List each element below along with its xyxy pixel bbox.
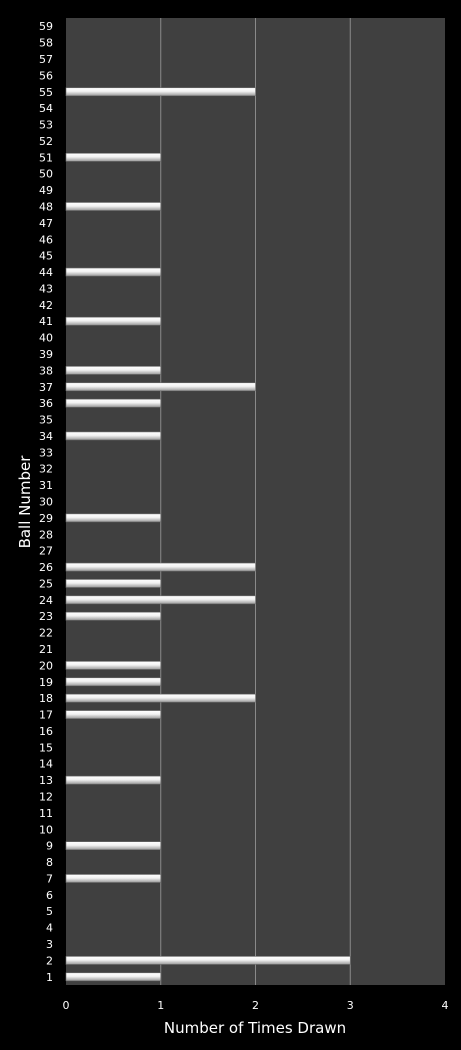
bar-ball-44 — [65, 267, 162, 277]
y-tick-label: 12 — [39, 791, 53, 804]
y-tick-label: 7 — [46, 872, 53, 885]
y-tick-label: 56 — [39, 69, 53, 82]
y-tick-label: 33 — [39, 446, 53, 459]
y-tick-label: 52 — [39, 135, 53, 148]
bar-ball-29 — [65, 513, 162, 523]
bar-ball-37 — [65, 382, 256, 392]
y-tick-label: 32 — [39, 463, 53, 476]
y-tick-label: 6 — [46, 889, 53, 902]
y-tick-label: 48 — [39, 200, 53, 213]
y-tick-label: 34 — [39, 430, 53, 443]
y-tick-label: 58 — [39, 37, 53, 50]
y-tick-label: 20 — [39, 659, 53, 672]
y-tick-label: 47 — [39, 217, 53, 230]
y-tick-label: 36 — [39, 397, 53, 410]
y-tick-label: 24 — [39, 594, 53, 607]
bar-ball-26 — [65, 562, 256, 572]
y-tick-label: 57 — [39, 53, 53, 66]
y-tick-label: 43 — [39, 282, 53, 295]
y-tick-label: 28 — [39, 528, 53, 541]
bar-ball-13 — [65, 775, 162, 785]
y-tick-label: 4 — [46, 922, 53, 935]
bar-ball-19 — [65, 677, 162, 687]
y-tick-label: 3 — [46, 938, 53, 951]
x-tick-label: 3 — [347, 999, 354, 1012]
y-tick-label: 31 — [39, 479, 53, 492]
gridlines — [160, 18, 351, 985]
y-tick-label: 23 — [39, 610, 53, 623]
y-tick-label: 18 — [39, 692, 53, 705]
y-tick-label: 41 — [39, 315, 53, 328]
y-tick-label: 17 — [39, 709, 53, 722]
y-tick-label: 49 — [39, 184, 53, 197]
y-tick-label: 25 — [39, 577, 53, 590]
y-tick-label: 16 — [39, 725, 53, 738]
y-tick-label: 22 — [39, 627, 53, 640]
x-axis-title: Number of Times Drawn — [164, 1019, 346, 1037]
y-tick-label: 29 — [39, 512, 53, 525]
bar-ball-38 — [65, 366, 162, 375]
bar-ball-2 — [65, 956, 351, 965]
y-axis-title: Ball Number — [16, 455, 34, 549]
y-tick-labels: 1234567891011121314151617181920212223242… — [39, 20, 53, 984]
x-tick-label: 0 — [63, 999, 70, 1012]
bar-ball-18 — [65, 693, 256, 703]
y-tick-label: 8 — [46, 856, 53, 869]
bar-ball-55 — [65, 87, 256, 97]
y-tick-label: 21 — [39, 643, 53, 656]
y-tick-label: 35 — [39, 414, 53, 427]
y-tick-label: 9 — [46, 840, 53, 853]
y-tick-label: 39 — [39, 348, 53, 361]
y-tick-label: 46 — [39, 233, 53, 246]
y-tick-label: 14 — [39, 758, 53, 771]
y-tick-label: 30 — [39, 496, 53, 509]
y-tick-label: 44 — [39, 266, 53, 279]
y-tick-label: 2 — [46, 954, 53, 967]
bar-ball-23 — [65, 611, 162, 621]
bar-ball-7 — [65, 874, 162, 883]
bar-ball-17 — [65, 710, 162, 719]
x-tick-label: 2 — [252, 999, 259, 1012]
bars — [65, 87, 351, 982]
bar-ball-36 — [65, 398, 162, 408]
bar-ball-25 — [65, 579, 162, 588]
y-tick-label: 54 — [39, 102, 53, 115]
y-tick-label: 40 — [39, 332, 53, 345]
y-tick-label: 42 — [39, 299, 53, 312]
bar-ball-20 — [65, 661, 162, 670]
y-tick-label: 19 — [39, 676, 53, 689]
y-tick-label: 45 — [39, 250, 53, 263]
y-tick-label: 10 — [39, 823, 53, 836]
bar-ball-51 — [65, 153, 162, 162]
bar-ball-24 — [65, 595, 256, 605]
y-tick-label: 50 — [39, 168, 53, 181]
x-tick-label: 4 — [442, 999, 449, 1012]
y-tick-label: 13 — [39, 774, 53, 787]
y-tick-label: 26 — [39, 561, 53, 574]
bar-ball-9 — [65, 841, 162, 850]
y-tick-label: 5 — [46, 905, 53, 918]
y-tick-label: 53 — [39, 119, 53, 132]
bar-ball-48 — [65, 202, 162, 211]
y-tick-label: 55 — [39, 86, 53, 99]
x-tick-labels: 0 1 2 3 4 — [63, 999, 449, 1012]
x-tick-label: 1 — [157, 999, 164, 1012]
y-tick-label: 38 — [39, 364, 53, 377]
y-tick-label: 51 — [39, 151, 53, 164]
y-tick-label: 11 — [39, 807, 53, 820]
y-tick-label: 59 — [39, 20, 53, 33]
y-tick-label: 1 — [46, 971, 53, 984]
y-tick-label: 15 — [39, 741, 53, 754]
bar-ball-34 — [65, 431, 162, 441]
y-tick-label: 37 — [39, 381, 53, 394]
bar-ball-41 — [65, 316, 162, 326]
y-tick-label: 27 — [39, 545, 53, 558]
bar-ball-1 — [65, 972, 162, 982]
